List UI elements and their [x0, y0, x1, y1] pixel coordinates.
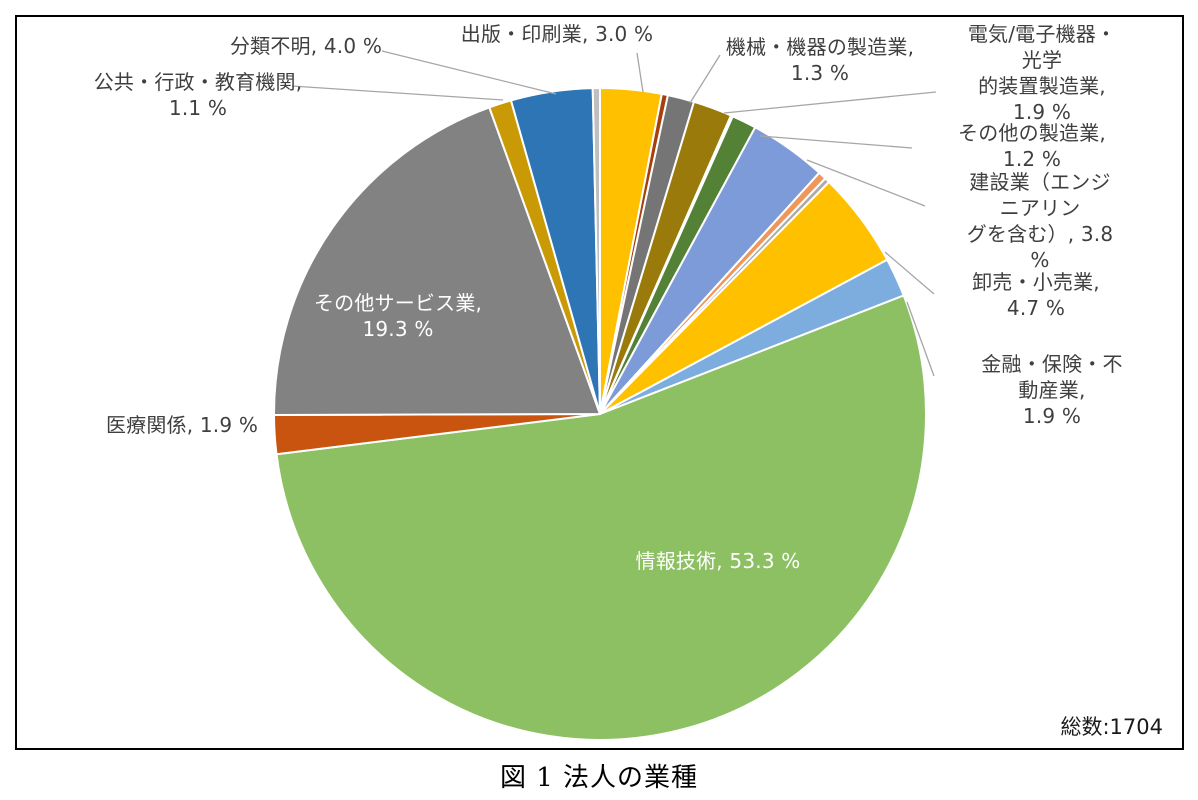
leader-line-unclassified: [381, 50, 557, 95]
figure-caption: 図 1 法人の業種: [499, 763, 699, 793]
total-count: 総数:1704: [1060, 715, 1163, 739]
pie-slice-small-segment-5: [591, 87, 601, 415]
pie-slice-information-technology: [275, 294, 927, 741]
pie-slice-other-services: [272, 106, 601, 416]
leader-line-machinery-equipment-mfg: [689, 54, 721, 104]
leader-line-electric-electronic-optical-mfg: [723, 91, 937, 114]
leader-line-other-mfg: [759, 135, 913, 149]
leader-line-construction-incl-engineering: [806, 159, 926, 207]
leader-line-wholesale-retail: [884, 251, 935, 295]
leader-line-publishing-printing: [636, 52, 644, 93]
leader-line-public-admin-education: [291, 85, 504, 101]
leader-line-finance-insurance-realestate: [906, 301, 935, 377]
